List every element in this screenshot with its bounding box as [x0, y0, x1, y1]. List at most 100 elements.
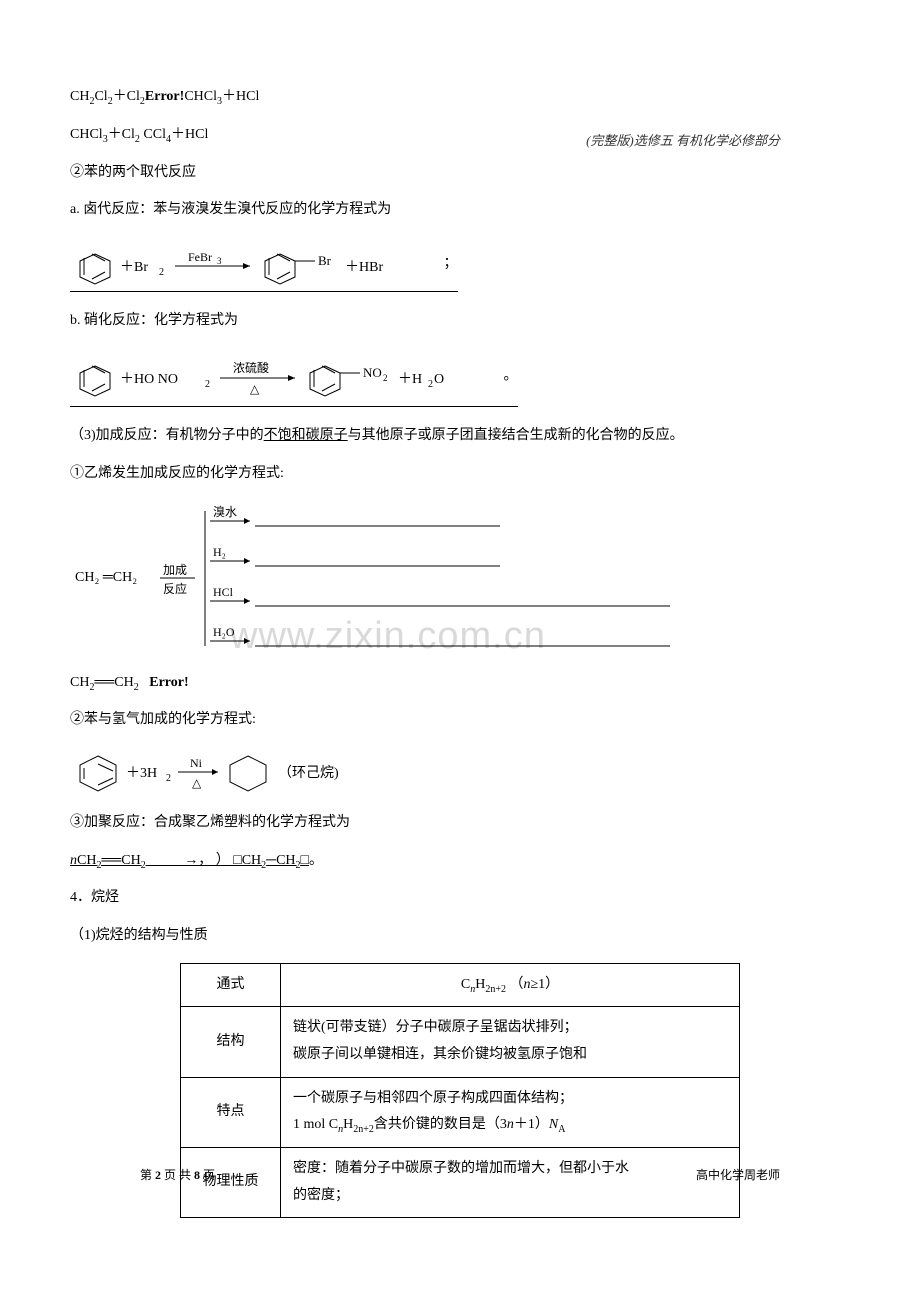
svg-text:2: 2: [428, 379, 433, 390]
error-text: Error!: [145, 89, 184, 104]
svg-text:H₂O: H₂O: [213, 625, 235, 639]
text: 碳原子间以单键相连，其余价键均被氢原子饱和: [293, 1042, 727, 1069]
underline-text: 不饱和碳原子: [264, 428, 348, 443]
svg-text:2: 2: [383, 373, 388, 383]
svg-text:2: 2: [166, 773, 171, 784]
svg-text:CH₂ ═CH₂: CH₂ ═CH₂: [75, 570, 137, 585]
text: CHCl: [184, 89, 217, 104]
svg-text:（环己烷): （环己烷): [278, 765, 339, 781]
equation-nitration: ＋HO NO 2 浓硫酸 △ NO 2 ＋H 2 O 。: [70, 349, 518, 407]
text: ══CH: [101, 853, 140, 868]
body-content: CH2Cl2＋Cl2Error!CHCl3＋HCl CHCl3＋Cl2 CCl4…: [70, 80, 850, 1218]
text: ＋HCl: [171, 127, 208, 142]
cell-content: CnH2n+2 （n≥1）: [281, 963, 740, 1007]
text: 页 共: [161, 1168, 194, 1182]
item-b: b. 硝化反应：化学方程式为: [70, 304, 850, 338]
header-subtitle: (完整版)选修五 有机化学必修部分: [586, 130, 780, 149]
svg-text:浓硫酸: 浓硫酸: [233, 360, 269, 375]
text: CH: [70, 675, 89, 690]
cell-label: 特点: [181, 1077, 281, 1147]
text: 与其他原子或原子团直接结合生成新的化合物的反应。: [348, 428, 684, 443]
svg-text:FeBr: FeBr: [188, 250, 212, 264]
svg-text:O: O: [434, 372, 444, 387]
text: CCl: [140, 127, 166, 142]
polymerize-eq: nCH2══CH2 ＿ ＿ →， ） □CH2─CH2□: [70, 844, 309, 878]
benzene-no2-svg: ＋HO NO 2 浓硫酸 △ NO 2 ＋H 2 O: [70, 349, 500, 404]
table-row: 结构 链状(可带支链）分子中碳原子呈锯齿状排列； 碳原子间以单键相连，其余价键均…: [181, 1007, 740, 1077]
text: 链状(可带支链）分子中碳原子呈锯齿状排列；: [293, 1015, 727, 1042]
cell-label: 结构: [181, 1007, 281, 1077]
branch-svg: CH₂ ═CH₂ 加成 反应 溴水 H₂ HCl: [70, 501, 690, 651]
text: 含共价键的数目是（3: [374, 1117, 507, 1132]
cell-content: 一个碳原子与相邻四个原子构成四面体结构； 1 mol CnH2n+2含共价键的数…: [281, 1077, 740, 1147]
sub: 2: [134, 681, 139, 692]
footer-author: 高中化学周老师: [696, 1166, 780, 1183]
svg-text:NO: NO: [363, 365, 382, 380]
period: 。: [309, 853, 323, 868]
svg-text:3: 3: [217, 256, 222, 266]
ethylene-branch-diagram: CH₂ ═CH₂ 加成 反应 溴水 H₂ HCl: [70, 501, 850, 651]
text: H: [343, 1117, 353, 1132]
item-a: a. 卤代反应：苯与液溴发生溴代反应的化学方程式为: [70, 193, 850, 227]
cell-content: 链状(可带支链）分子中碳原子呈锯齿状排列； 碳原子间以单键相连，其余价键均被氢原…: [281, 1007, 740, 1077]
text: ＋1）: [514, 1117, 549, 1132]
svg-text:Br: Br: [318, 253, 332, 268]
text-line: 1 mol CnH2n+2含共价键的数目是（3n＋1）NA: [293, 1112, 727, 1139]
svg-text:Ni: Ni: [190, 756, 203, 770]
svg-text:HCl: HCl: [213, 585, 234, 599]
text: C: [461, 977, 470, 992]
text: □: [301, 853, 309, 868]
svg-text:H₂: H₂: [213, 545, 226, 559]
table-row: 物理性质 密度：随着分子中碳原子数的增加而增大，但都小于水 的密度；: [181, 1147, 740, 1217]
svg-text:加成: 加成: [163, 563, 187, 577]
eq-terminator: 。: [504, 369, 518, 384]
text: 页: [200, 1168, 215, 1182]
cell-label: 通式: [181, 963, 281, 1007]
alkane-table: 通式 CnH2n+2 （n≥1） 结构 链状(可带支链）分子中碳原子呈锯齿状排列…: [180, 963, 740, 1219]
text: ─CH: [266, 853, 295, 868]
page-content: (完整版)选修五 有机化学必修部分 CH2Cl2＋Cl2Error!CHCl3＋…: [70, 80, 850, 1218]
equation-hydrogenation: ＋3H 2 Ni △ （环己烷): [70, 749, 400, 794]
sub: 2n+2: [353, 1124, 374, 1135]
text: 第: [140, 1168, 155, 1182]
text: ＿ ＿ →， ） □CH: [146, 853, 261, 868]
N-italic: N: [549, 1117, 558, 1132]
text: CH: [77, 853, 96, 868]
sub-A: A: [558, 1124, 565, 1135]
sub-item-3: ③加聚反应：合成聚乙烯塑料的化学方程式为: [70, 806, 850, 840]
chem-line-error2: CH2══CH2 Error!: [70, 666, 850, 700]
text: Cl: [94, 89, 107, 104]
n-italic: n: [507, 1117, 514, 1132]
sub-heading-2: ②苯的两个取代反应: [70, 156, 850, 190]
table-row: 特点 一个碳原子与相邻四个原子构成四面体结构； 1 mol CnH2n+2含共价…: [181, 1077, 740, 1147]
sub-item-1: ①乙烯发生加成反应的化学方程式:: [70, 457, 850, 491]
cell-content: 密度：随着分子中碳原子数的增加而增大，但都小于水 的密度；: [281, 1147, 740, 1217]
chem-line-1: CH2Cl2＋Cl2Error!CHCl3＋HCl: [70, 80, 850, 114]
svg-text:＋HBr: ＋HBr: [345, 260, 383, 275]
text: ══CH: [94, 675, 133, 690]
text: 的密度；: [293, 1183, 727, 1210]
svg-text:＋H: ＋H: [398, 372, 422, 387]
svg-text:△: △: [250, 382, 260, 396]
item-3: （3)加成反应：有机物分子中的不饱和碳原子与其他原子或原子团直接结合生成新的化合…: [70, 419, 850, 453]
text: CH: [70, 89, 89, 104]
sub: 2n+2: [485, 983, 506, 994]
text: CHCl: [70, 127, 103, 142]
svg-text:2: 2: [205, 379, 210, 390]
equation-bromination: ＋Br 2 FeBr 3 Br ＋HBr ；: [70, 239, 458, 292]
text: 1 mol C: [293, 1117, 338, 1132]
text: ＋HCl: [222, 89, 259, 104]
svg-text:反应: 反应: [163, 581, 187, 596]
svg-text:＋HO NO: ＋HO NO: [120, 372, 178, 387]
svg-text:＋Br: ＋Br: [120, 260, 148, 275]
text: ＋Cl: [113, 89, 140, 104]
svg-text:△: △: [192, 776, 202, 790]
text: ＋Cl: [108, 127, 135, 142]
text: （3)加成反应：有机物分子中的: [70, 428, 264, 443]
text: （: [509, 977, 523, 992]
benzene-h2-svg: ＋3H 2 Ni △ （环己烷): [70, 749, 400, 794]
n-italic: n: [70, 853, 77, 868]
sub-1: （1)烷烃的结构与性质: [70, 919, 850, 953]
eq-terminator: ；: [444, 256, 458, 271]
sub-item-2: ②苯与氢气加成的化学方程式:: [70, 703, 850, 737]
